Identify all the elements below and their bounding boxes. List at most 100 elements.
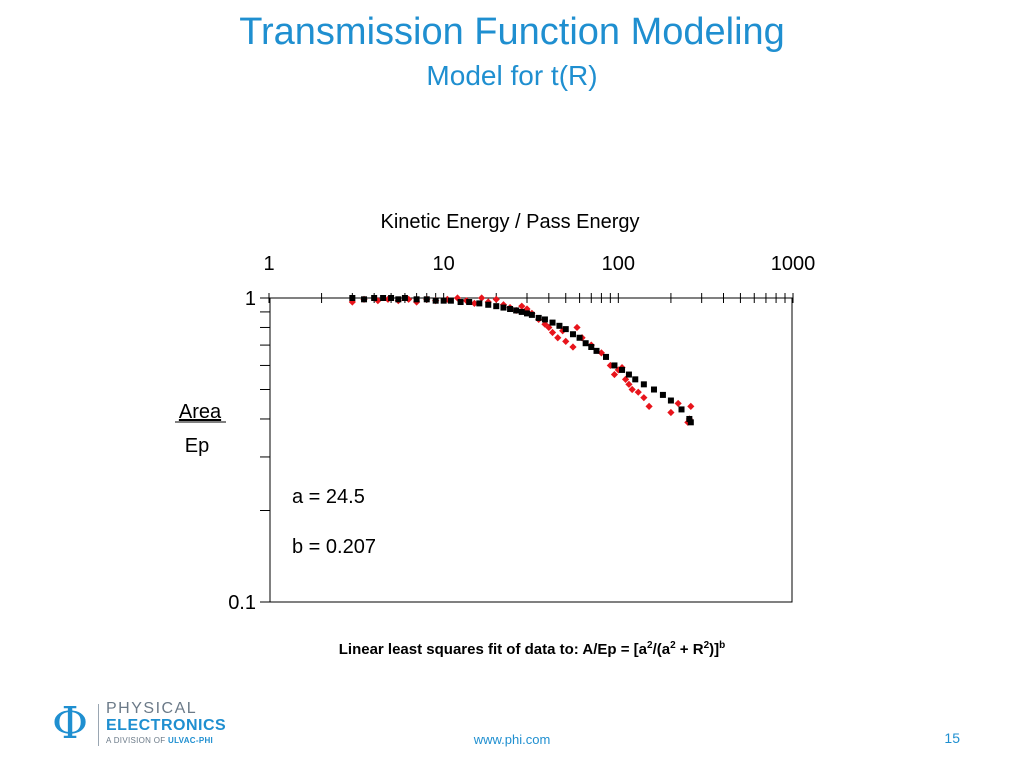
data-point-diamond	[384, 295, 392, 303]
y-axis-label-denominator: Ep	[185, 435, 209, 457]
data-point-diamond	[374, 297, 382, 305]
data-point-square	[349, 295, 356, 301]
data-point-square	[466, 299, 473, 306]
caption-sup-2: 2	[670, 640, 676, 651]
data-point-square	[447, 297, 454, 304]
data-point-square	[650, 386, 657, 393]
data-point-square	[569, 331, 576, 338]
data-series	[348, 294, 695, 426]
x-axis-tick-labels: 1 10 100 1000	[263, 253, 815, 275]
data-point-square	[380, 295, 387, 301]
data-point-square	[678, 406, 685, 413]
data-point-square	[659, 391, 666, 398]
logo-text-line-2: ELECTRONICS	[106, 717, 227, 734]
data-point-diamond	[645, 402, 653, 410]
data-point-diamond	[610, 370, 619, 379]
logo-divider	[98, 704, 99, 746]
data-point-diamond	[621, 375, 630, 383]
slide-title: Transmission Function Modeling	[239, 11, 785, 53]
data-point-diamond	[687, 402, 695, 410]
data-point-square	[603, 353, 610, 360]
data-point-square	[485, 301, 492, 308]
data-point-square	[576, 334, 583, 341]
phi-logo-icon: Φ	[51, 698, 89, 749]
data-point-square	[413, 296, 420, 303]
data-point-diamond	[628, 385, 636, 394]
data-point-square	[611, 362, 618, 369]
data-point-square	[513, 307, 520, 314]
data-point-diamond	[405, 295, 413, 303]
data-point-square	[541, 316, 548, 323]
data-point-square	[457, 299, 464, 306]
annotation-a: a = 24.5	[292, 486, 365, 508]
data-point-diamond	[478, 294, 486, 302]
data-point-square	[361, 296, 368, 303]
data-point-diamond	[545, 323, 553, 332]
data-point-square	[593, 347, 600, 354]
data-point-square	[640, 381, 647, 388]
data-point-square	[518, 308, 525, 315]
caption-mid-1: /(a	[652, 641, 671, 658]
x-axis-label: Kinetic Energy / Pass Energy	[380, 211, 639, 233]
black-square-series	[349, 295, 694, 426]
slide-subtitle: Model for t(R)	[426, 60, 598, 91]
data-point-diamond	[492, 295, 500, 303]
data-point-square	[500, 304, 507, 311]
logo-division-brand: ULVAC-PHI	[168, 736, 214, 745]
data-point-diamond	[597, 349, 606, 357]
y-axis-tick-labels: 10.1	[228, 288, 256, 614]
data-point-square	[632, 376, 639, 383]
data-point-diamond	[640, 394, 648, 402]
data-point-square	[388, 295, 395, 301]
data-point-square	[582, 340, 589, 347]
footer-url-link[interactable]: www.phi.com	[473, 732, 551, 747]
data-point-square	[535, 314, 542, 321]
plot-frame	[269, 297, 793, 603]
x-tick-label: 1000	[771, 253, 816, 275]
data-point-square	[476, 300, 483, 307]
y-axis-label-numerator: Area	[179, 401, 222, 423]
y-tick-label: 1	[245, 288, 256, 310]
data-point-square	[524, 310, 531, 317]
fit-caption: Linear least squares fit of data to: A/E…	[0, 640, 1024, 658]
data-point-square	[687, 419, 694, 426]
data-point-diamond	[634, 388, 642, 396]
data-point-square	[549, 319, 556, 326]
data-point-square	[423, 296, 430, 303]
scatter-chart: 1 10 100 1000 10.1 Kinetic Energy / Pass En…	[175, 211, 815, 614]
data-point-square	[507, 306, 514, 313]
data-point-square	[562, 326, 569, 333]
data-point-square	[432, 297, 439, 304]
caption-sup-1: 2	[647, 640, 653, 651]
data-point-diamond	[548, 328, 557, 337]
logo-text-line-3: A DIVISION OF ULVAC-PHI	[106, 736, 213, 745]
company-logo: Φ PHYSICAL ELECTRONICS A DIVISION OF ULV…	[48, 700, 238, 750]
data-point-diamond	[674, 399, 682, 408]
data-point-diamond	[606, 361, 614, 370]
data-point-square	[667, 397, 674, 404]
data-point-diamond	[667, 408, 675, 417]
caption-mid-3: )]	[709, 641, 720, 658]
data-point-square	[686, 415, 693, 422]
logo-division-text: A DIVISION OF	[106, 736, 168, 745]
logo-text-line-1: PHYSICAL	[106, 700, 198, 717]
data-point-square	[619, 366, 626, 373]
data-point-square	[401, 295, 408, 301]
data-point-diamond	[453, 294, 462, 302]
y-tick-label: 0.1	[228, 592, 256, 614]
annotation-b: b = 0.207	[292, 536, 376, 558]
caption-mid-2: + R	[675, 641, 704, 658]
data-point-square	[371, 295, 378, 301]
data-point-square	[493, 303, 500, 310]
caption-prefix: Linear least squares fit of data to: A/E…	[338, 641, 647, 658]
caption-sup-3: 2	[703, 640, 710, 651]
data-point-diamond	[518, 302, 526, 310]
page-number: 15	[944, 730, 960, 746]
chart-area: 1 10 100 1000 1 0.1 Kinetic Energy / Pass En…	[0, 200, 1024, 630]
data-point-diamond	[554, 334, 562, 342]
data-point-square	[625, 371, 632, 378]
data-point-diamond	[573, 323, 581, 332]
data-point-square	[440, 297, 447, 304]
data-point-square	[588, 343, 595, 350]
x-tick-label: 10	[433, 253, 455, 275]
